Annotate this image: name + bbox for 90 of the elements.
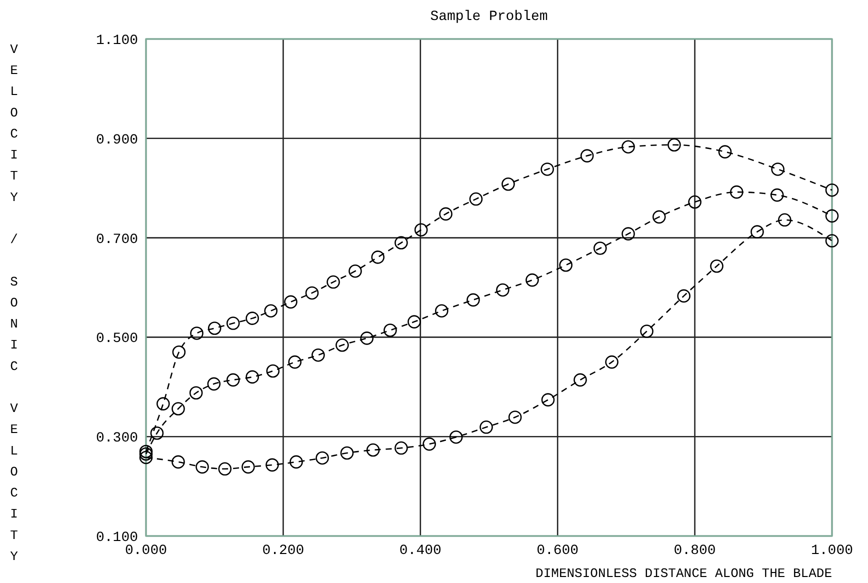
point — [668, 138, 681, 152]
x-tick-label: 0.400 — [399, 543, 442, 559]
point — [288, 355, 302, 369]
point — [207, 377, 221, 391]
point — [371, 250, 385, 264]
point — [326, 275, 340, 289]
point — [340, 446, 354, 460]
point — [246, 312, 259, 325]
point — [541, 393, 555, 406]
point — [394, 236, 408, 250]
point — [156, 397, 170, 410]
y-tick-label: 0.500 — [96, 331, 138, 348]
point — [605, 355, 618, 369]
point — [677, 289, 690, 303]
point — [750, 225, 764, 238]
x-tick-label: 0.000 — [124, 543, 168, 559]
point — [469, 192, 483, 206]
x-tick-label: 0.200 — [262, 543, 304, 559]
point — [688, 195, 702, 209]
point — [480, 420, 493, 434]
point — [439, 207, 452, 221]
point — [825, 209, 839, 223]
point — [172, 455, 185, 469]
point — [312, 348, 325, 362]
point — [336, 338, 349, 352]
point — [218, 462, 232, 476]
point — [718, 145, 732, 158]
y-tick-label: 0.900 — [96, 132, 138, 148]
point — [574, 373, 587, 387]
point — [139, 450, 153, 464]
point — [408, 315, 421, 328]
point — [622, 140, 635, 154]
point — [226, 373, 240, 387]
point — [593, 242, 607, 255]
point — [305, 286, 319, 300]
point — [540, 162, 554, 176]
point — [348, 264, 362, 278]
point — [208, 322, 222, 335]
point — [422, 437, 436, 451]
point — [139, 447, 153, 461]
point — [825, 234, 839, 248]
point — [825, 183, 839, 197]
point — [580, 149, 594, 162]
text: VELOCITY / SONIC VELOCITY — [10, 42, 18, 564]
point — [508, 410, 522, 424]
point — [394, 441, 408, 455]
point — [172, 402, 185, 416]
point — [466, 293, 480, 307]
point — [246, 370, 259, 384]
point — [226, 316, 240, 330]
x-axis-title: DIMENSIONLESS DISTANCE ALONG THE BLADE — [536, 566, 832, 581]
point — [771, 162, 784, 176]
point — [502, 177, 515, 191]
point — [360, 332, 374, 345]
point — [242, 460, 255, 474]
point — [172, 345, 186, 359]
point — [730, 185, 744, 199]
point — [189, 386, 203, 400]
chart-title: Sample Problem — [430, 9, 548, 25]
point — [622, 227, 635, 240]
point — [290, 455, 303, 469]
point — [778, 213, 792, 227]
point — [710, 259, 724, 273]
y-tick-label: 0.100 — [96, 530, 138, 546]
point — [366, 443, 380, 457]
point — [496, 283, 510, 297]
point — [266, 458, 279, 472]
point — [264, 304, 278, 318]
x-tick-label: 1.000 — [810, 543, 854, 559]
point — [770, 188, 784, 202]
point — [139, 444, 153, 458]
y-tick-label: 0.300 — [96, 430, 138, 447]
point — [449, 430, 463, 444]
point — [266, 364, 280, 378]
point — [150, 426, 164, 440]
y-tick-label: 0.700 — [96, 232, 138, 248]
point — [435, 304, 448, 318]
y-tick-label: 1.100 — [96, 33, 138, 49]
point — [559, 258, 572, 272]
point — [414, 223, 428, 236]
point — [652, 210, 666, 224]
point — [196, 460, 209, 474]
point — [284, 295, 298, 309]
point — [526, 273, 539, 287]
point — [190, 326, 204, 340]
x-tick-label: 0.600 — [536, 543, 579, 559]
point — [316, 451, 329, 465]
point — [640, 324, 654, 338]
point — [384, 324, 397, 337]
x-tick-label: 0.800 — [674, 543, 716, 559]
